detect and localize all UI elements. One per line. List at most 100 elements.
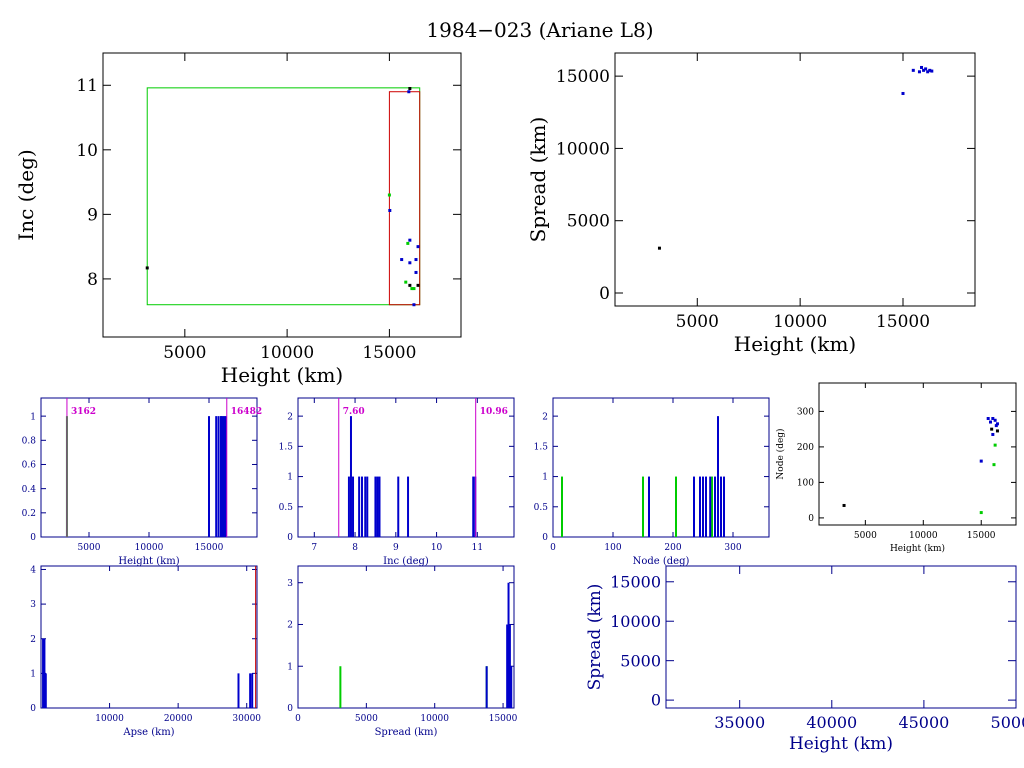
node-vs-height-point bbox=[993, 418, 997, 422]
inc-hist-panel: 7 8 9 10 11 0 0.5 1 1.5 2 Inc (deg) 7.60 10.96 bbox=[279, 397, 515, 567]
node-vs-height-xtick-label: 15000 bbox=[967, 531, 996, 541]
apse-hist-ytick-label: 2 bbox=[30, 635, 36, 645]
node-hist-xtick-label: 0 bbox=[550, 543, 556, 553]
spread-hist-ytick-label: 3 bbox=[287, 579, 293, 589]
spread-hist-panel: 0 5000 10000 15000 0 1 2 3 Spread (km) bbox=[287, 565, 518, 738]
spread-vs-height-xtick-label: 10000 bbox=[773, 312, 827, 332]
inc-vs-height-point bbox=[407, 90, 411, 94]
spread-vs-height-ytick-label: 0 bbox=[599, 284, 610, 304]
inc-vs-height-point bbox=[414, 258, 418, 262]
height-hist-ytick-label: 0 bbox=[30, 533, 36, 543]
spread-vs-height-xtick-label: 5000 bbox=[676, 312, 719, 332]
node-vs-height-point bbox=[986, 417, 990, 420]
inc-vs-height-point bbox=[145, 266, 149, 270]
inc-vs-height-ytick-label: 11 bbox=[76, 76, 98, 96]
inc-hist-xtick-label: 9 bbox=[393, 543, 399, 553]
node-vs-height-point bbox=[995, 422, 999, 426]
spread-vs-height-ytick-label: 5000 bbox=[567, 212, 610, 232]
spread-vs-height-point bbox=[911, 68, 915, 72]
inc-vs-height-point bbox=[408, 283, 412, 287]
inc-vs-height-green-box bbox=[146, 87, 421, 306]
apse-hist-ytick-label: 1 bbox=[30, 670, 36, 680]
spread-vs-height-point bbox=[920, 65, 924, 69]
inc-hist-xtick-label: 8 bbox=[352, 543, 358, 553]
spread-vs-height-xtick-label: 15000 bbox=[876, 312, 930, 332]
inc-vs-height-point bbox=[412, 303, 416, 307]
inc-vs-height-red-box bbox=[388, 91, 421, 306]
node-hist-ytick-label: 0.5 bbox=[534, 503, 549, 513]
apse-hist-ytick-label: 4 bbox=[30, 566, 36, 576]
inc-vs-height-frame bbox=[102, 52, 462, 338]
height-hist-ytick-label: 0.2 bbox=[22, 509, 36, 519]
inc-vs-height-point bbox=[416, 245, 420, 249]
inc-hist-xtick-label: 10 bbox=[431, 543, 443, 553]
inc-hist-marker-label: 10.96 bbox=[480, 407, 508, 417]
inc-vs-height-point bbox=[388, 208, 392, 212]
inc-vs-height-point bbox=[410, 287, 414, 291]
node-vs-height-xlabel: Height (km) bbox=[890, 543, 945, 554]
node-vs-height-point bbox=[994, 424, 998, 428]
height-hist-ytick-label: 0.6 bbox=[22, 461, 37, 471]
height-hist-marker-label: 3162 bbox=[71, 407, 96, 417]
spread-hist-xtick-label: 5000 bbox=[355, 714, 378, 724]
height-hist-xtick-label: 5000 bbox=[78, 543, 101, 553]
node-vs-height-panel: 5000 10000 15000 0 100 200 300 Height (km) Node … bbox=[775, 382, 1017, 554]
inc-vs-height-ytick-label: 9 bbox=[87, 205, 98, 225]
height-hist-marker-label: 16482 bbox=[231, 407, 262, 417]
inc-vs-height-point bbox=[412, 287, 416, 291]
inc-vs-height-xtick-label: 15000 bbox=[362, 343, 416, 363]
node-hist-ytick-label: 1 bbox=[542, 473, 548, 483]
spread-vs-height-ytick-label: 15000 bbox=[556, 67, 610, 87]
spread-hist-frame bbox=[297, 565, 515, 709]
apse-hist-ytick-label: 0 bbox=[30, 704, 36, 714]
node-vs-height-point bbox=[979, 511, 983, 515]
inc-hist-xtick-label: 11 bbox=[472, 543, 483, 553]
spread-hist-xlabel: Spread (km) bbox=[375, 727, 438, 738]
inc-vs-height-ylabel: Inc (deg) bbox=[14, 149, 38, 240]
inc-hist-xlabel: Inc (deg) bbox=[383, 556, 429, 567]
spread-vs-height-point bbox=[922, 68, 926, 72]
height-hist-xlabel: Height (km) bbox=[118, 556, 179, 567]
height-hist-ytick-label: 0.8 bbox=[22, 436, 37, 446]
spread-hist-ytick-label: 1 bbox=[287, 662, 293, 672]
node-vs-height-point bbox=[995, 429, 999, 433]
node-vs-height-xtick-label: 10000 bbox=[909, 531, 938, 541]
spread-vs-height-high-frame bbox=[665, 565, 1017, 709]
node-vs-height-ylabel: Node (deg) bbox=[775, 428, 786, 479]
inc-hist-ytick-label: 2 bbox=[287, 412, 293, 422]
spread-vs-height-point bbox=[901, 91, 905, 95]
inc-vs-height-point bbox=[406, 241, 410, 245]
node-hist-frame bbox=[552, 397, 770, 538]
spread-vs-height-high-ytick-label: 5000 bbox=[620, 651, 661, 670]
spread-vs-height-frame bbox=[614, 52, 976, 307]
spread-vs-height-high-xtick-label: 40000 bbox=[806, 713, 857, 732]
spread-hist-ytick-label: 2 bbox=[287, 621, 293, 631]
spread-vs-height-high-ytick-label: 0 bbox=[651, 691, 661, 710]
spread-vs-height-point bbox=[924, 67, 928, 71]
inc-hist-xtick-label: 7 bbox=[311, 543, 317, 553]
node-hist-panel: 0 100 200 300 0 0.5 1 1.5 2 Node (deg) bbox=[534, 397, 770, 567]
apse-hist-ytick-label: 3 bbox=[30, 600, 36, 610]
inc-hist-ytick-label: 0 bbox=[287, 533, 293, 543]
node-vs-height-ytick-label: 200 bbox=[797, 443, 814, 453]
node-vs-height-point bbox=[990, 427, 994, 431]
node-vs-height-ytick-label: 100 bbox=[797, 479, 814, 489]
spread-vs-height-high-xtick-label: 45000 bbox=[898, 713, 949, 732]
apse-hist-frame bbox=[40, 565, 258, 709]
inc-vs-height-point bbox=[416, 283, 420, 287]
height-hist-xtick-label: 10000 bbox=[135, 543, 164, 553]
inc-hist-ytick-label: 0.5 bbox=[279, 503, 294, 513]
inc-hist-ytick-label: 1 bbox=[287, 473, 293, 483]
spread-vs-height-high-xtick-label: 35000 bbox=[714, 713, 765, 732]
height-hist-ytick-label: 0.4 bbox=[22, 485, 37, 495]
node-vs-height-xtick-label: 5000 bbox=[854, 531, 877, 541]
spread-vs-height-xlabel: Height (km) bbox=[734, 332, 856, 356]
inc-vs-height-panel: 5000 10000 15000 8 9 10 11 Height (km) Inc (deg) bbox=[14, 52, 462, 387]
node-vs-height-ytick-label: 300 bbox=[797, 408, 814, 418]
inc-vs-height-point bbox=[404, 280, 408, 284]
node-hist-xtick-label: 100 bbox=[604, 543, 621, 553]
spread-vs-height-point bbox=[926, 70, 930, 74]
